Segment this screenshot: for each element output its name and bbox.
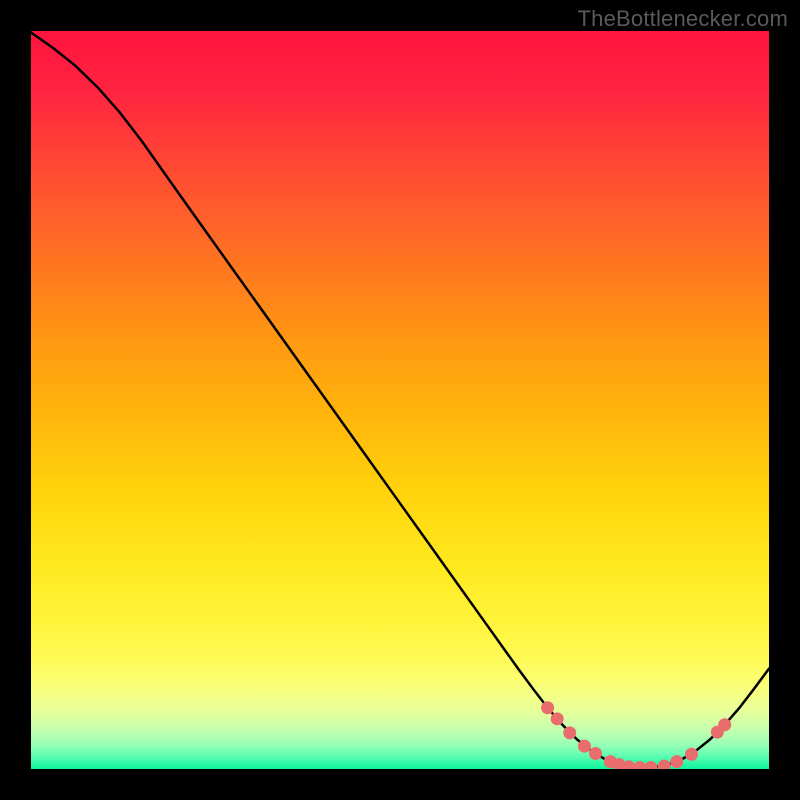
- marker-point: [579, 740, 591, 752]
- marker-point: [686, 748, 698, 760]
- marker-point: [542, 702, 554, 714]
- marker-point: [671, 756, 683, 768]
- marker-point: [551, 713, 563, 725]
- marker-point: [564, 727, 576, 739]
- plot-area: [31, 31, 769, 769]
- marker-point: [645, 762, 657, 769]
- marker-point: [590, 748, 602, 760]
- marker-point: [658, 760, 670, 769]
- marker-point: [634, 762, 646, 769]
- chart-svg: [31, 31, 769, 769]
- marker-point: [623, 761, 635, 769]
- watermark-text: TheBottlenecker.com: [578, 6, 788, 32]
- marker-point: [719, 719, 731, 731]
- chart-container: TheBottlenecker.com: [0, 0, 800, 800]
